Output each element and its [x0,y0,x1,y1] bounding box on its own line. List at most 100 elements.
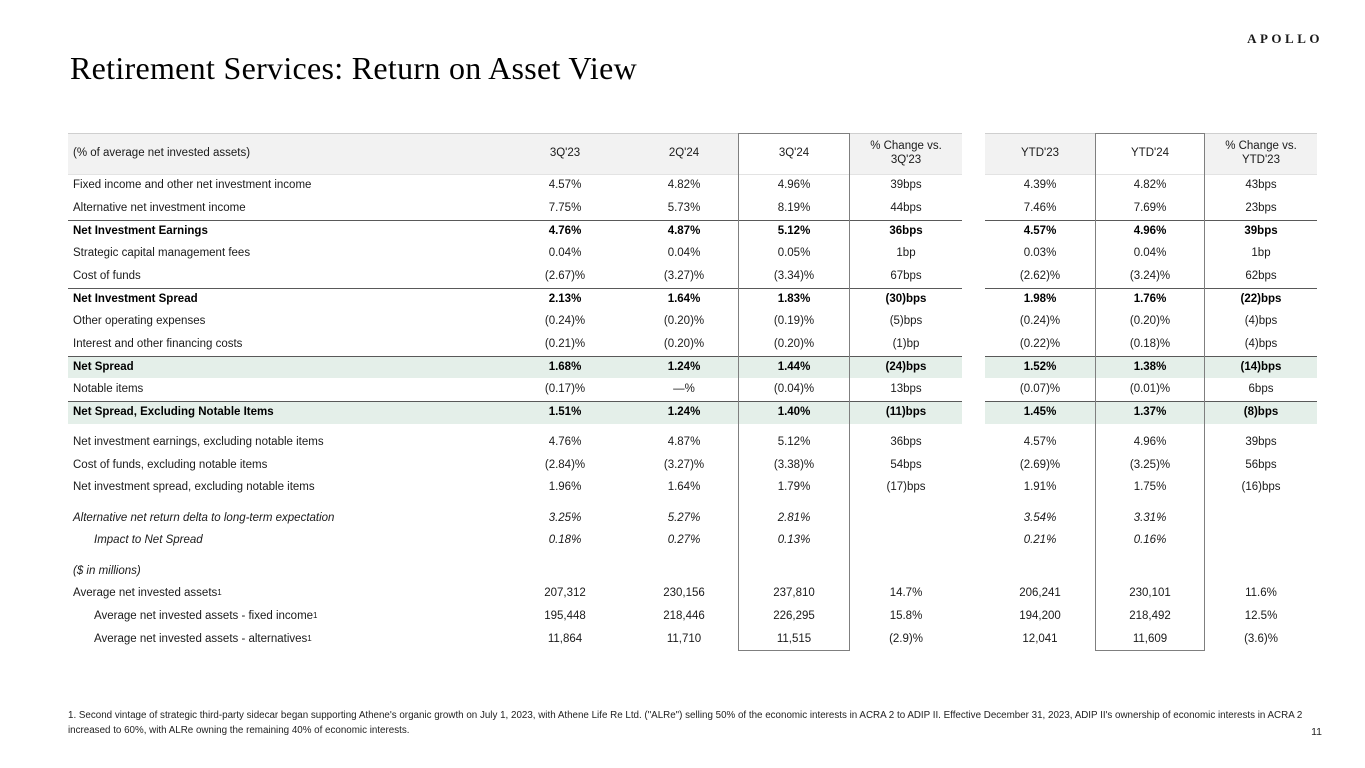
column-header: 3Q'24 [738,133,850,175]
cell-value: (2.9)% [889,632,923,645]
cell-value: 1.64% [667,481,701,494]
cell-value: (4)bps [1244,314,1278,327]
cell-value: (2.84)% [544,458,586,471]
column-header: YTD'24 [1095,133,1205,175]
cell-value [738,561,850,584]
cell-value: 218,492 [1129,610,1171,623]
row-label: Average net invested assets - fixed inco… [94,610,318,623]
row-label-text: Net Investment Earnings [73,225,208,238]
cell-value: 0.27% [667,534,701,547]
table-row: Average net invested assets - alternativ… [68,628,1317,651]
row-label-text: Average net invested assets - alternativ… [94,632,308,645]
cell-value [985,561,1095,584]
cell-value: 11.6% [1245,587,1277,600]
row-label-text: Average net invested assets [73,587,218,600]
row-label: Cost of funds [68,265,500,288]
cell-value: 1.79% [777,481,811,494]
cell-value: 4.96% [777,179,811,192]
column-gap [962,605,985,629]
row-label-text: Interest and other financing costs [73,337,243,350]
cell-value: (0.17)% [544,382,586,395]
cell-value: 1.68% [500,355,630,379]
cell-value: 14.7% [889,587,923,600]
column-gap [962,333,985,356]
column-gap [962,133,985,175]
row-label-text: Average net invested assets - fixed inco… [94,610,314,623]
cell-value: (0.21)% [544,337,586,350]
column-header: 3Q'23 [500,133,630,175]
row-label: Notable items [68,378,500,401]
cell-value: 3.31% [1133,511,1167,524]
cell-value: 1.37% [1095,400,1205,424]
cell-value [1205,530,1317,553]
row-label-text: ($ in millions) [73,564,141,577]
cell-value: 5.73% [667,201,701,214]
cell-value: 1.51% [500,400,630,424]
cell-value: (0.22)% [1019,337,1061,350]
row-label: Cost of funds, excluding notable items [68,454,500,477]
return-on-asset-table: (% of average net invested assets) 3Q'23 2… [68,133,1317,651]
cell-value: 1.44% [738,355,850,379]
cell-value: 12.5% [1244,610,1278,623]
row-label-text: Net Spread, Excluding Notable Items [73,405,274,418]
row-label-text: Cost of funds [73,269,141,282]
table-row: Net Spread 1.68% 1.24% 1.44% (24)bps 1.52% 1.3… [68,355,1317,379]
cell-value: (8)bps [1205,400,1317,424]
cell-value: 3.54% [1023,511,1057,524]
spacer-row [68,424,1317,432]
table-row: Net investment earnings, excluding notab… [68,431,1317,455]
table-row: Net Investment Spread 2.13% 1.64% 1.83% (30)… [68,287,1317,311]
cell-value: 0.16% [1133,534,1167,547]
column-gap [962,197,985,221]
cell-value: (14)bps [1205,355,1317,379]
cell-value: 4.87% [630,220,738,243]
column-gap [962,507,985,530]
column-gap [962,628,985,651]
table-row: Average net invested assets 1 207,312 230,1… [68,583,1317,606]
cell-value: 43bps [1245,179,1277,192]
cell-value: 6bps [1248,382,1274,395]
table-row: Cost of funds (2.67)% (3.27)% (3.34)% 67bps (… [68,265,1317,288]
cell-value [850,530,962,553]
column-gap [962,355,985,379]
cell-value: —% [673,382,695,395]
cell-value: 4.87% [667,435,701,448]
cell-value: (17)bps [886,481,926,494]
cell-value: 8.19% [777,201,811,214]
cell-value: 218,446 [663,610,705,623]
cell-value: (0.20)% [773,337,815,350]
cell-value: 1.24% [630,355,738,379]
row-label-text: Alternative net investment income [73,201,246,214]
cell-value [1205,507,1317,530]
cell-value: 207,312 [544,587,586,600]
row-label-text: Strategic capital management fees [73,247,251,260]
row-label: Interest and other financing costs [68,333,500,356]
row-label-text: Impact to Net Spread [94,534,203,547]
cell-value: (0.01)% [1129,382,1171,395]
cell-value: 11,515 [776,632,812,645]
column-gap [962,175,985,198]
cell-value: 1bp [1251,247,1271,260]
row-label: Net Spread [68,355,500,379]
spacer-row [68,553,1317,561]
cell-value: 44bps [890,201,922,214]
cell-value [500,561,630,584]
cell-value: (3.38)% [773,458,815,471]
cell-value: 1.45% [985,400,1095,424]
column-header: % Change vs. YTD'23 [1205,133,1317,175]
row-label: Average net invested assets - alternativ… [94,632,312,645]
column-gap [962,310,985,334]
cell-value: 0.18% [548,534,582,547]
cell-value: 36bps [850,220,962,243]
column-gap [962,431,985,455]
cell-value: (1)bp [892,337,920,350]
cell-value: (0.20)% [663,314,705,327]
column-header: 2Q'24 [630,133,738,175]
cell-value: (0.20)% [663,337,705,350]
cell-value: (24)bps [850,355,962,379]
cell-value: 230,101 [1129,587,1171,600]
cell-value: 39bps [1205,220,1317,243]
cell-value: 1.64% [630,287,738,311]
cell-value: (3.25)% [1129,458,1171,471]
